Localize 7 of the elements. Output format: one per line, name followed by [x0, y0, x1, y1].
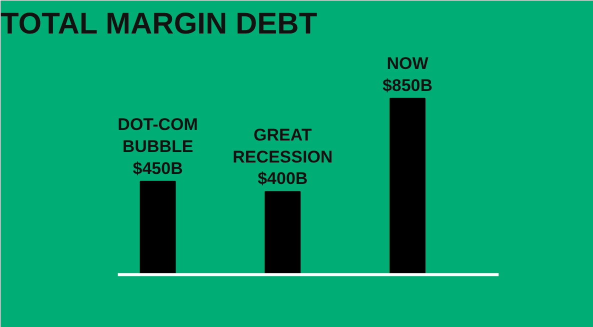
- data-label: $450B: [132, 158, 183, 178]
- x-tick-label: GREAT RECESSION: [232, 125, 333, 166]
- data-label: $850B: [382, 76, 433, 95]
- chart-title: TOTAL MARGIN DEBT: [0, 8, 318, 40]
- x-tick-label: NOW: [386, 54, 430, 73]
- x-tick-label: DOT-COM BUBBLE: [118, 115, 198, 156]
- data-label: $400B: [258, 169, 308, 188]
